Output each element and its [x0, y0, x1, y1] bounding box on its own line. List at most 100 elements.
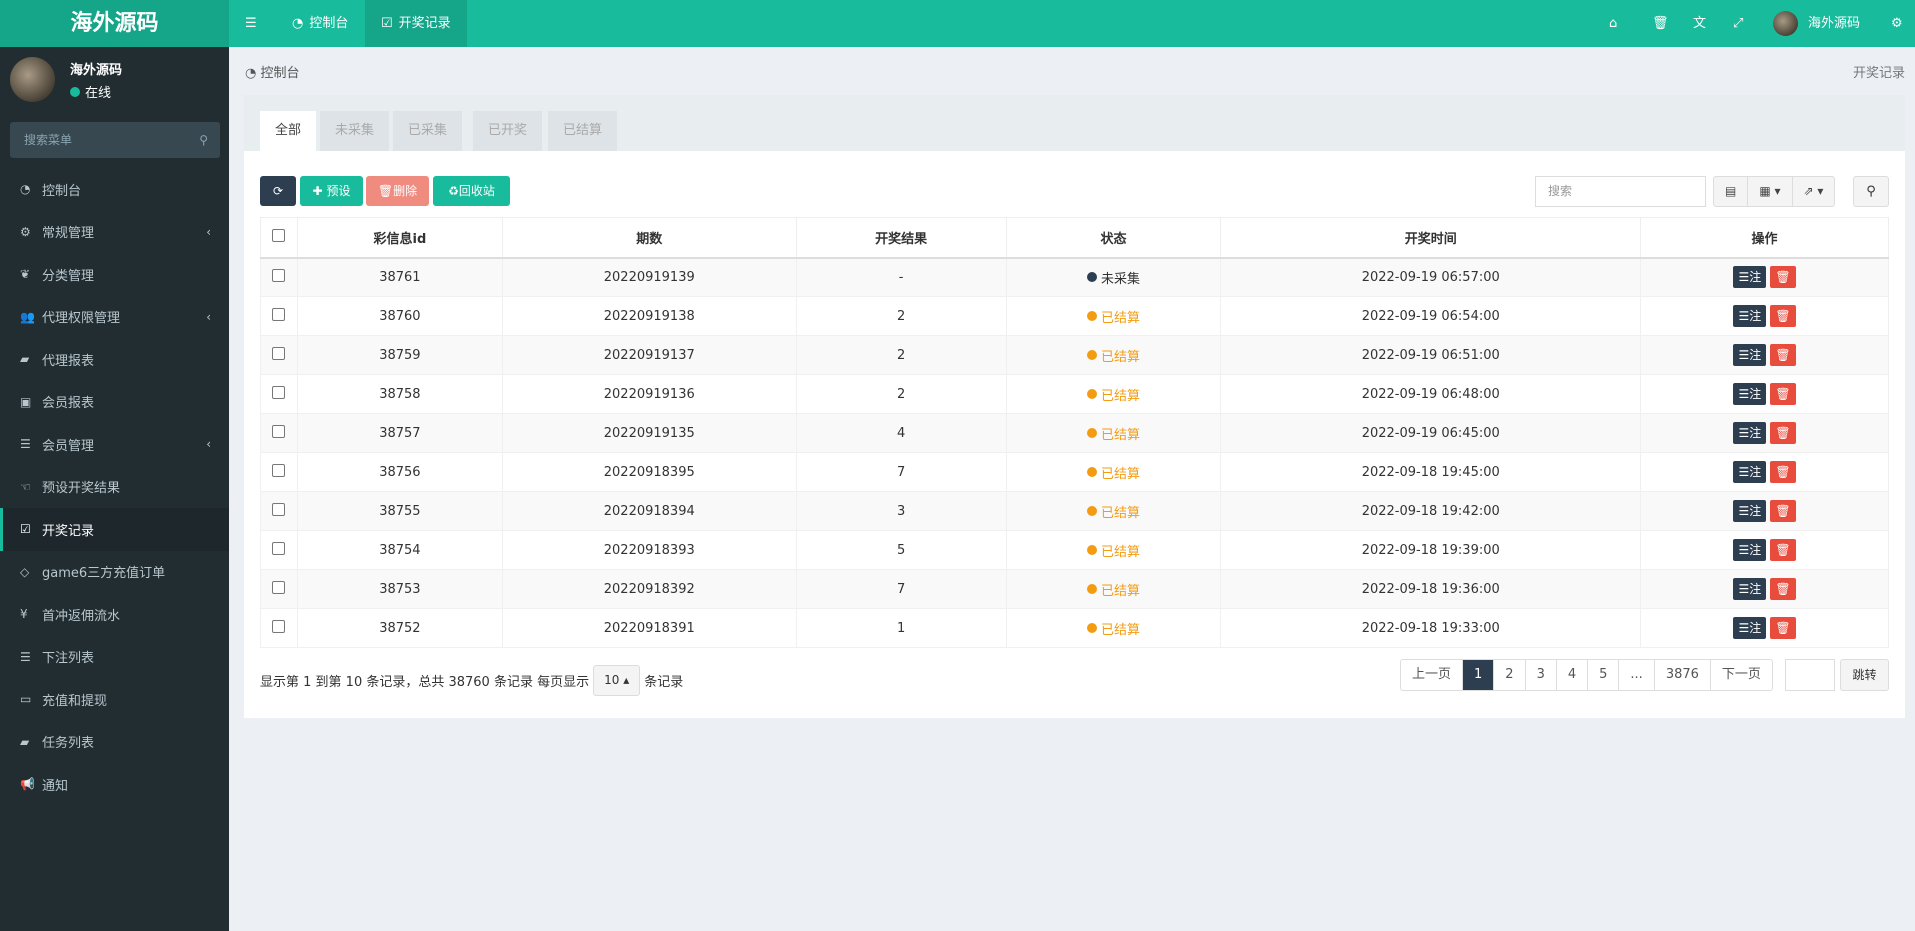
table-row: 38757 20220919135 4 已结算 2022-09-19 06:45…: [260, 413, 1889, 453]
sidebar-item[interactable]: ☰ 会员管理 ‹: [0, 423, 229, 466]
page-button[interactable]: 2: [1494, 660, 1526, 690]
sidebar-item[interactable]: ▭ 充值和提现: [0, 678, 229, 721]
chevron-left-icon: ‹: [206, 309, 211, 324]
table-row: 38755 20220918394 3 已结算 2022-09-18 19:42…: [260, 491, 1889, 531]
column-header[interactable]: 开奖时间: [1220, 217, 1642, 259]
delete-row-button[interactable]: 🗑: [1770, 305, 1796, 327]
fullscreen-icon[interactable]: ⤢: [1733, 16, 1744, 31]
delete-row-button[interactable]: 🗑: [1770, 578, 1796, 600]
sidebar-item[interactable]: ▰ 代理报表: [0, 338, 229, 381]
delete-row-button[interactable]: 🗑: [1770, 461, 1796, 483]
row-checkbox[interactable]: [260, 452, 298, 492]
table-search-input[interactable]: 搜索: [1535, 176, 1706, 207]
delete-row-button[interactable]: 🗑: [1770, 422, 1796, 444]
cell-issue: 20220918393: [501, 530, 797, 570]
column-header[interactable]: 彩信息id: [296, 217, 503, 259]
view-bets-button[interactable]: ☰注: [1733, 617, 1767, 639]
sidebar-item[interactable]: ☰ 下注列表: [0, 636, 229, 679]
page-button[interactable]: 3876: [1655, 660, 1711, 690]
view-bets-button[interactable]: ☰注: [1733, 461, 1767, 483]
sidebar-item[interactable]: ☜ 预设开奖结果: [0, 466, 229, 509]
column-header[interactable]: 开奖结果: [795, 217, 1007, 259]
tab-all[interactable]: 全部: [260, 111, 317, 151]
page-button[interactable]: ...: [1619, 660, 1655, 690]
page-button[interactable]: 3: [1526, 660, 1557, 690]
user-avatar[interactable]: [1773, 11, 1798, 36]
tab-collected[interactable]: 已采集: [393, 111, 463, 151]
column-header[interactable]: 状态: [1005, 217, 1222, 259]
page-button[interactable]: 5: [1588, 660, 1620, 690]
delete-row-button[interactable]: 🗑: [1770, 383, 1796, 405]
tab-settled[interactable]: 已结算: [548, 111, 618, 151]
logo[interactable]: 海外源码: [0, 0, 229, 47]
view-bets-button[interactable]: ☰注: [1733, 422, 1767, 444]
view-bets-button[interactable]: ☰注: [1733, 383, 1767, 405]
bets-label: 注: [1749, 348, 1762, 362]
columns-button[interactable]: ▦ ▾: [1748, 177, 1793, 206]
delete-row-button[interactable]: 🗑: [1770, 500, 1796, 522]
prev-page-button[interactable]: 上一页: [1401, 660, 1464, 690]
delete-button[interactable]: 🗑删除: [366, 176, 429, 206]
delete-row-button[interactable]: 🗑: [1770, 344, 1796, 366]
row-checkbox[interactable]: [260, 335, 298, 375]
view-bets-button[interactable]: ☰注: [1733, 539, 1767, 561]
sidebar-item[interactable]: ⚙ 常规管理 ‹: [0, 211, 229, 254]
select-all-checkbox[interactable]: [260, 217, 298, 259]
cogs-icon[interactable]: ⚙: [1891, 16, 1903, 31]
trash-icon[interactable]: 🗑: [1652, 16, 1669, 31]
cell-status: 已结算: [1005, 491, 1222, 531]
sidebar-item[interactable]: ▣ 会员报表: [0, 381, 229, 424]
home-icon[interactable]: ⌂: [1609, 16, 1618, 31]
breadcrumb-home[interactable]: 控制台: [260, 66, 300, 81]
sidebar-item[interactable]: ▰ 任务列表: [0, 721, 229, 764]
sidebar-item[interactable]: ¥ 首冲返佣流水: [0, 593, 229, 636]
cogs-icon: ⚙: [20, 224, 31, 239]
jump-button[interactable]: 跳转: [1840, 659, 1889, 691]
nav-tab-lottery-records[interactable]: ☑ 开奖记录: [365, 0, 467, 47]
sidebar-item[interactable]: 📢 通知: [0, 763, 229, 806]
user-menu[interactable]: 海外源码: [1808, 16, 1861, 31]
export-button[interactable]: ⇗ ▾: [1793, 177, 1835, 206]
view-bets-button[interactable]: ☰注: [1733, 500, 1767, 522]
sidebar-item[interactable]: ☑ 开奖记录: [0, 508, 229, 551]
sidebar-item[interactable]: ◔ 控制台: [0, 168, 229, 211]
nav-tab-dashboard[interactable]: ◔ 控制台: [276, 0, 364, 47]
column-header[interactable]: 期数: [501, 217, 797, 259]
refresh-button[interactable]: ⟳: [260, 176, 296, 206]
delete-row-button[interactable]: 🗑: [1770, 539, 1796, 561]
toggle-view-button[interactable]: ▤: [1714, 177, 1749, 206]
delete-row-button[interactable]: 🗑: [1770, 266, 1796, 289]
list-icon: ☰: [1738, 426, 1750, 440]
recycle-bin-button[interactable]: ♻回收站: [433, 176, 510, 206]
sidebar-item[interactable]: ◇ game6三方充值订单: [0, 551, 229, 594]
row-checkbox[interactable]: [260, 257, 298, 297]
page-button[interactable]: 4: [1557, 660, 1589, 690]
translate-icon[interactable]: 文: [1693, 16, 1707, 31]
add-preset-button[interactable]: ✚ 预设: [300, 176, 363, 206]
delete-row-button[interactable]: 🗑: [1770, 617, 1796, 639]
next-page-button[interactable]: 下一页: [1721, 667, 1761, 682]
jump-page-input[interactable]: [1785, 659, 1835, 691]
view-bets-button[interactable]: ☰注: [1733, 344, 1767, 366]
page-button[interactable]: 1: [1463, 660, 1495, 690]
row-checkbox[interactable]: [260, 374, 298, 414]
row-checkbox[interactable]: [260, 296, 298, 336]
sidebar-item[interactable]: 👥 代理权限管理 ‹: [0, 296, 229, 339]
tab-drawn[interactable]: 已开奖: [473, 111, 543, 151]
sidebar-item[interactable]: ❦ 分类管理: [0, 253, 229, 296]
row-checkbox[interactable]: [260, 413, 298, 453]
page-size-select[interactable]: 10 ▴: [593, 665, 641, 696]
row-checkbox[interactable]: [260, 569, 298, 609]
sidebar-toggle[interactable]: ☰: [229, 0, 273, 47]
cell-status: 已结算: [1005, 530, 1222, 570]
view-bets-button[interactable]: ☰注: [1733, 578, 1767, 600]
row-checkbox[interactable]: [260, 491, 298, 531]
search-icon[interactable]: ⚲: [199, 133, 208, 147]
view-bets-button[interactable]: ☰注: [1733, 266, 1767, 289]
search-button[interactable]: ⚲: [1853, 176, 1889, 207]
menu-search-input[interactable]: 搜索菜单 ⚲: [10, 122, 220, 158]
row-checkbox[interactable]: [260, 530, 298, 570]
row-checkbox[interactable]: [260, 608, 298, 648]
tab-uncollected[interactable]: 未采集: [320, 111, 390, 151]
view-bets-button[interactable]: ☰注: [1733, 305, 1767, 327]
